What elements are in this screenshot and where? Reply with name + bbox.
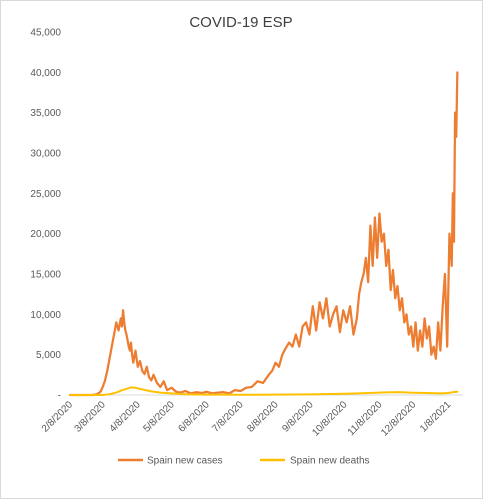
x-tick-label: 6/8/2020 [176,399,212,435]
x-tick-label: 11/8/2020 [346,399,385,438]
series-line-cases [68,71,459,397]
y-tick-label: 40,000 [30,68,61,79]
y-tick-label: 5,000 [36,350,61,361]
legend: Spain new cases Spain new deaths [118,456,370,467]
y-axis: - 5,000 10,000 15,000 20,000 25,000 30,000 35,0… [30,28,61,402]
chart-title: COVID-19 ESP [189,14,292,31]
y-tick-label: - [58,391,61,402]
x-tick-label: 4/8/2020 [108,399,144,435]
x-tick-label: 3/8/2020 [73,399,109,435]
series-line-deaths [69,386,459,396]
x-tick-label: 7/8/2020 [210,399,246,435]
plot-area [68,71,459,397]
legend-label-deaths: Spain new deaths [290,456,370,467]
legend-label-cases: Spain new cases [147,456,223,467]
x-tick-label: 8/8/2020 [245,399,281,435]
y-tick-label: 25,000 [30,189,61,200]
x-tick-label: 12/8/2020 [379,399,419,439]
y-tick-label: 35,000 [30,108,61,119]
y-tick-label: 30,000 [30,149,61,160]
x-tick-label: 2/8/2020 [40,399,76,435]
y-tick-label: 15,000 [30,270,61,281]
y-tick-label: 20,000 [30,229,61,240]
x-tick-label: 5/8/2020 [141,399,177,435]
x-tick-label: 10/8/2020 [310,399,350,439]
y-tick-label: 10,000 [30,310,61,321]
x-tick-label: 1/8/2021 [418,399,454,435]
y-tick-label: 45,000 [30,28,61,39]
